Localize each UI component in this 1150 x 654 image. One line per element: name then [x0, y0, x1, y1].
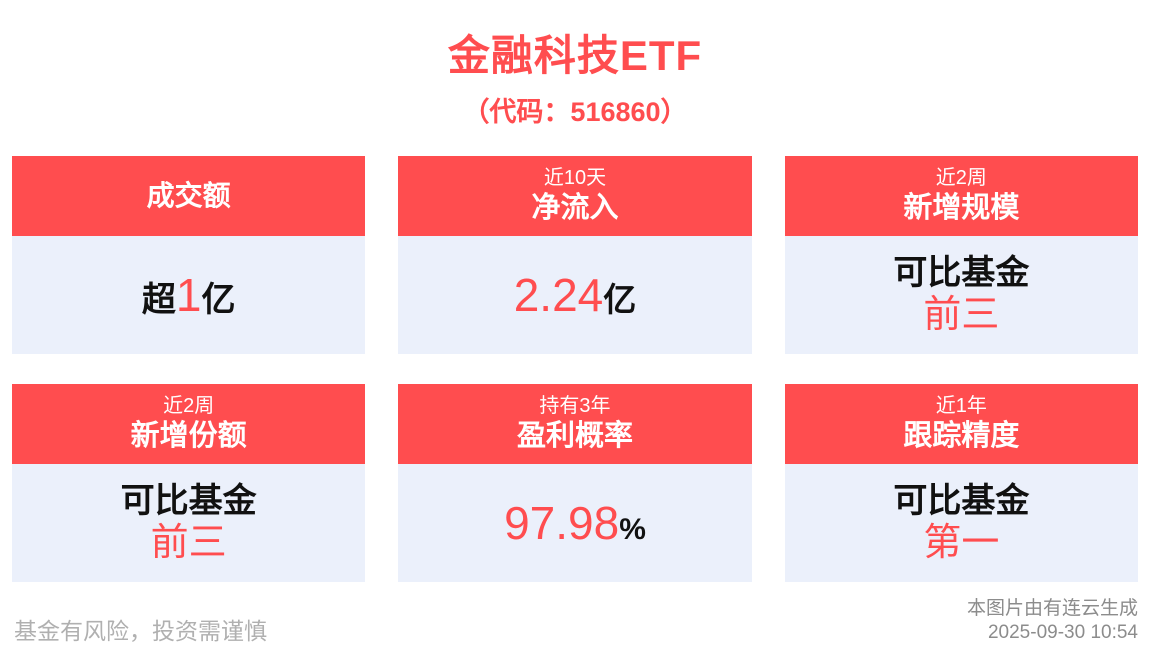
card-new-shares-body: 可比基金 前三: [12, 464, 366, 582]
card-profit-probability: 持有3年 盈利概率 97.98%: [398, 384, 752, 582]
value-line-comparable: 可比基金: [893, 253, 1030, 292]
footer: 基金有风险，投资需谨慎 本图片由有连云生成 2025-09-30 10:54: [14, 597, 1138, 646]
value-unit: 亿: [201, 281, 236, 319]
metric-label: 净流入: [531, 191, 619, 224]
value-line-rank: 前三: [923, 293, 1000, 336]
period-label: 近2周: [935, 167, 987, 190]
card-turnover-body: 超1亿: [12, 236, 366, 354]
card-new-shares: 近2周 新增份额 可比基金 前三: [12, 384, 366, 582]
risk-disclaimer: 基金有风险，投资需谨慎: [14, 618, 267, 644]
card-new-scale-body: 可比基金 前三: [784, 236, 1138, 354]
metric-label: 新增份额: [130, 419, 247, 452]
metric-label: 盈利概率: [516, 419, 633, 452]
card-net-inflow: 近10天 净流入 2.24亿: [398, 156, 752, 354]
value-unit: 亿: [603, 281, 637, 318]
credit-timestamp: 2025-09-30 10:54: [987, 622, 1138, 644]
card-net-inflow-header: 近10天 净流入: [398, 156, 752, 236]
value-line-comparable: 可比基金: [893, 481, 1030, 520]
value-unit: %: [619, 513, 646, 546]
card-profit-probability-header: 持有3年 盈利概率: [398, 384, 752, 464]
period-label: 近1年: [935, 395, 987, 418]
metric-cards-grid: 成交额 超1亿 近10天 净流入 2.24亿 近2周 新增规模 可比基金: [0, 156, 1150, 582]
card-net-inflow-body: 2.24亿: [398, 236, 752, 354]
generation-credit: 本图片由有连云生成 2025-09-30 10:54: [967, 597, 1138, 646]
card-new-scale: 近2周 新增规模 可比基金 前三: [784, 156, 1138, 354]
card-turnover-header: 成交额: [12, 156, 366, 236]
card-profit-probability-body: 97.98%: [398, 464, 752, 582]
credit-source: 本图片由有连云生成: [966, 597, 1138, 619]
value-line-comparable: 可比基金: [120, 481, 257, 520]
etf-infographic: 金融科技ETF （代码：516860） 成交额 超1亿 近10天 净流入 2.2…: [0, 22, 1150, 644]
value-number: 2.24: [513, 269, 604, 321]
value-prefix: 超: [141, 281, 176, 319]
value-number: 97.98: [504, 497, 620, 549]
card-new-scale-header: 近2周 新增规模: [784, 156, 1138, 236]
value-line-rank: 第一: [923, 521, 1000, 564]
value-line: 2.24亿: [514, 268, 637, 322]
value-line-rank: 前三: [150, 521, 227, 564]
period-label: 近10天: [543, 167, 607, 190]
card-turnover: 成交额 超1亿: [12, 156, 366, 354]
value-line: 97.98%: [504, 496, 646, 550]
period-label: 持有3年: [539, 395, 611, 418]
card-tracking-accuracy-header: 近1年 跟踪精度: [784, 384, 1138, 464]
fund-code: （代码：516860）: [462, 97, 688, 127]
card-new-shares-header: 近2周 新增份额: [12, 384, 366, 464]
metric-label: 新增规模: [903, 191, 1020, 224]
page-title: 金融科技ETF: [447, 32, 703, 79]
value-number: 1: [175, 269, 202, 321]
metric-label: 跟踪精度: [903, 419, 1020, 452]
card-tracking-accuracy-body: 可比基金 第一: [784, 464, 1138, 582]
value-line: 超1亿: [142, 268, 236, 322]
metric-label: 成交额: [146, 180, 231, 212]
period-label: 近2周: [163, 395, 215, 418]
card-tracking-accuracy: 近1年 跟踪精度 可比基金 第一: [784, 384, 1138, 582]
